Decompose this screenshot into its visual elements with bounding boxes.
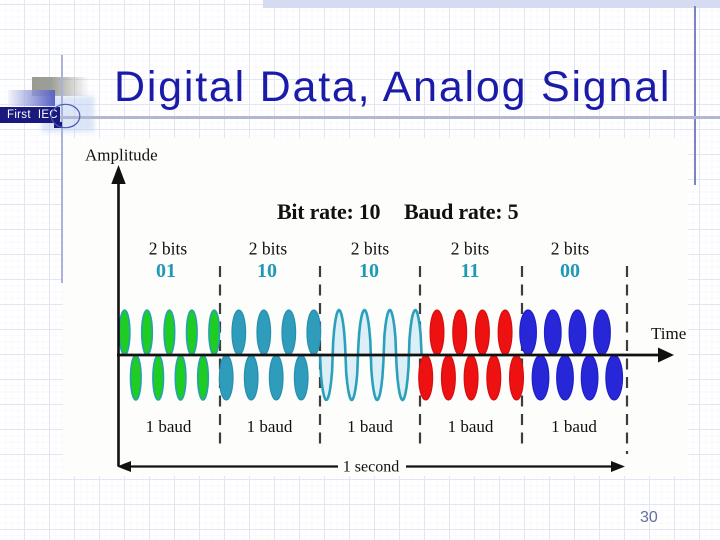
svg-text:10: 10 [257, 260, 277, 282]
svg-text:2 bits: 2 bits [551, 239, 590, 259]
svg-text:1 baud: 1 baud [247, 417, 293, 436]
svg-text:2 bits: 2 bits [451, 239, 490, 259]
svg-text:Baud rate: 5: Baud rate: 5 [404, 199, 519, 224]
svg-text:10: 10 [359, 260, 379, 282]
svg-text:1 second: 1 second [343, 459, 399, 476]
svg-text:2 bits: 2 bits [249, 239, 288, 259]
svg-text:2 bits: 2 bits [351, 239, 390, 259]
svg-text:01: 01 [156, 260, 176, 282]
svg-text:1 baud: 1 baud [146, 417, 192, 436]
svg-text:1 baud: 1 baud [448, 417, 494, 436]
svg-text:1 baud: 1 baud [551, 417, 597, 436]
svg-text:Time: Time [651, 324, 686, 343]
svg-text:Amplitude: Amplitude [85, 146, 158, 165]
svg-text:11: 11 [461, 260, 480, 282]
svg-text:Bit rate: 10: Bit rate: 10 [277, 199, 381, 224]
svg-text:1 baud: 1 baud [347, 417, 393, 436]
svg-text:2 bits: 2 bits [149, 239, 188, 259]
svg-text:00: 00 [560, 260, 580, 282]
